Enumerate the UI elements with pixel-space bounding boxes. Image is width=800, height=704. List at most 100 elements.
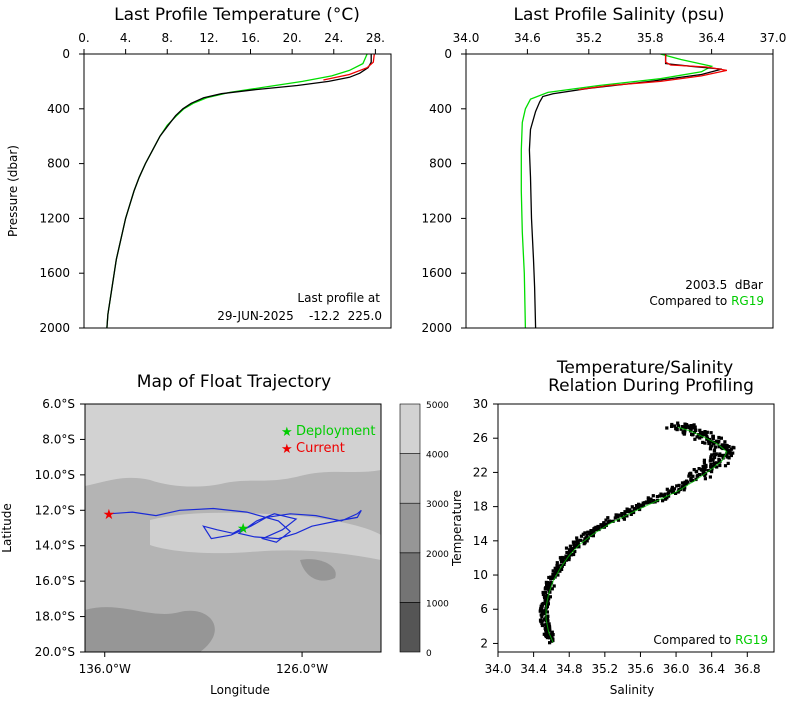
ts-point: [623, 510, 627, 514]
ts-point: [555, 569, 559, 573]
bathymetry-shallow-zone: [85, 607, 215, 652]
ts-point: [546, 594, 550, 598]
ts-point: [691, 426, 695, 430]
ts-point: [719, 453, 724, 457]
ts-point: [585, 539, 589, 543]
ts-point: [548, 595, 552, 599]
ts-point: [575, 538, 579, 542]
ts-point: [711, 434, 715, 438]
sal-float-last-profile-line: [578, 54, 728, 91]
ts-point: [565, 550, 569, 555]
ts-panel: Temperature/Salinity Relation During Pro…: [450, 358, 775, 697]
ts-point: [547, 624, 552, 629]
ts-point: [542, 611, 546, 616]
ts-point: [632, 510, 636, 515]
temperature-profiles: [106, 54, 375, 328]
ts-point: [708, 447, 712, 451]
ts-point: [636, 505, 641, 509]
ts-point: [668, 489, 672, 493]
temp-y-tick-label: 1200: [39, 211, 70, 225]
ts-point: [707, 441, 711, 446]
ts-point: [620, 512, 624, 516]
map-x-tick-label: 136.0°W: [79, 662, 131, 676]
ts-subtitle: Relation During Profiling: [548, 376, 754, 396]
ts-point: [583, 531, 587, 535]
current-position-marker: ★: [103, 507, 116, 523]
ts-point: [674, 491, 678, 495]
ts-point: [674, 427, 678, 431]
ts-point: [697, 467, 701, 471]
map-x-tick-label: 126.0°W: [276, 662, 328, 676]
temp-x-tick-label: 4.: [120, 31, 131, 45]
ts-point: [731, 451, 735, 455]
ts-point: [676, 424, 680, 428]
ts-point: [729, 451, 733, 455]
ts-point: [725, 452, 729, 456]
map-y-tick-label: 18.0°S: [35, 610, 75, 624]
ts-point: [724, 443, 728, 447]
ts-point: [651, 500, 655, 504]
colorbar-label: 4000: [426, 451, 449, 461]
ts-point: [717, 439, 721, 443]
ts-point: [611, 519, 615, 523]
ts-point: [559, 557, 563, 561]
ts-point: [692, 430, 697, 434]
salinity-frame: [465, 53, 774, 329]
ts-point: [570, 546, 574, 551]
ts-point: [639, 503, 643, 507]
ts-point: [604, 518, 608, 522]
latitude-axis-label: Latitude: [0, 503, 14, 552]
ts-point: [701, 464, 705, 469]
ts-point: [713, 445, 718, 449]
ts-point: [682, 483, 686, 487]
temp-x-tick-label: 24.: [324, 31, 343, 45]
ts-point: [693, 437, 697, 441]
ts-point: [683, 430, 687, 434]
temp-current-profile-line: [106, 54, 372, 328]
sal-y-tick-label: 1600: [421, 266, 452, 280]
ts-point: [713, 455, 717, 460]
ts-point: [551, 572, 555, 576]
ts-scatter-points: [538, 421, 736, 645]
ts-point: [686, 480, 690, 484]
temperature-frame: [83, 53, 392, 329]
ts-point: [671, 490, 675, 494]
sal-x-tick-label: 37.0: [760, 31, 787, 45]
colorbar-segment: [399, 453, 421, 504]
ts-point: [540, 609, 544, 613]
ts-point: [567, 558, 571, 562]
ts-point: [567, 551, 571, 555]
ts-point: [540, 602, 544, 606]
ts-point: [622, 517, 626, 521]
ts-point: [543, 609, 547, 613]
sal-y-tick-label: 400: [429, 102, 452, 116]
ts-point: [603, 523, 607, 528]
ts-point: [714, 439, 719, 443]
ts-point: [600, 525, 604, 529]
ts-point: [721, 446, 725, 450]
ts-point: [599, 523, 603, 527]
temp-y-tick-label: 800: [47, 157, 70, 171]
ts-point: [597, 527, 601, 531]
ts-point: [648, 498, 652, 502]
ts-point: [574, 540, 578, 544]
deployment-legend-star: ★: [281, 425, 293, 440]
ts-point: [543, 587, 547, 591]
ts-point: [573, 543, 577, 547]
current-legend-label: Current: [296, 441, 345, 456]
ts-point: [592, 527, 596, 531]
ts-point: [547, 622, 551, 626]
ts-point: [675, 484, 679, 488]
ts-point: [666, 491, 670, 495]
ts-point: [695, 435, 699, 439]
temp-x-tick-label: 12.: [199, 31, 218, 45]
deployment-marker: ★: [237, 521, 250, 537]
ts-frame: [497, 403, 775, 653]
ts-point: [632, 507, 636, 511]
ts-x-tick-label: 36.4: [698, 662, 725, 676]
ts-point: [596, 524, 600, 529]
sal-x-tick-label: 34.0: [453, 31, 480, 45]
ts-point: [634, 507, 638, 511]
map-panel: Map of Float Trajectory Longitude Latitu…: [0, 372, 449, 697]
ts-y-tick-label: 26: [473, 431, 488, 445]
